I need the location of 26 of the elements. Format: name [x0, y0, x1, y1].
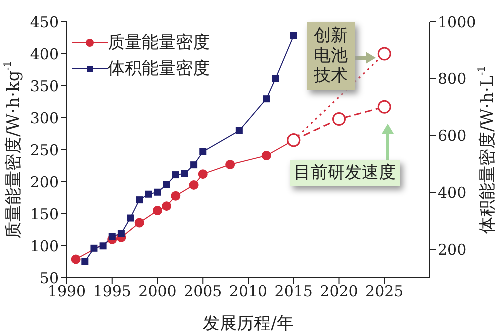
- y2-tick-label: 400: [438, 184, 467, 202]
- x-tick-label: 2015: [274, 282, 313, 301]
- x-tick-label: 2025: [366, 282, 404, 301]
- legend-label: 质量能量密度: [108, 32, 210, 55]
- y2-tick-label: 600: [438, 127, 467, 146]
- y2-tick-label: 1000: [438, 13, 476, 32]
- y-tick-label: 400: [30, 45, 59, 64]
- y-tick-label: 350: [30, 77, 59, 96]
- x-tick-label: 1995: [93, 282, 132, 301]
- x-axis-title: 发展历程/年: [203, 314, 294, 331]
- y-tick-label: 100: [30, 237, 59, 256]
- y-tick-label: 450: [30, 13, 59, 32]
- y-tick-label: 200: [30, 173, 59, 192]
- y-tick-label: 250: [30, 141, 59, 160]
- x-tick-label: 1990: [48, 282, 86, 301]
- annotation: 创新电池技术: [307, 22, 355, 90]
- y2-tick-label: 200: [438, 240, 467, 259]
- y-tick-label: 150: [30, 205, 59, 224]
- x-tick-label: 2000: [138, 282, 177, 301]
- x-tick-label: 2005: [184, 282, 222, 301]
- annotation: 目前研发速度: [290, 160, 400, 186]
- x-tick-label: 2020: [320, 282, 358, 301]
- x-tick-label: 2010: [229, 282, 268, 301]
- legend-label: 体积能量密度: [108, 58, 210, 81]
- y-tick-label: 300: [30, 109, 59, 128]
- y2-tick-label: 800: [438, 70, 467, 88]
